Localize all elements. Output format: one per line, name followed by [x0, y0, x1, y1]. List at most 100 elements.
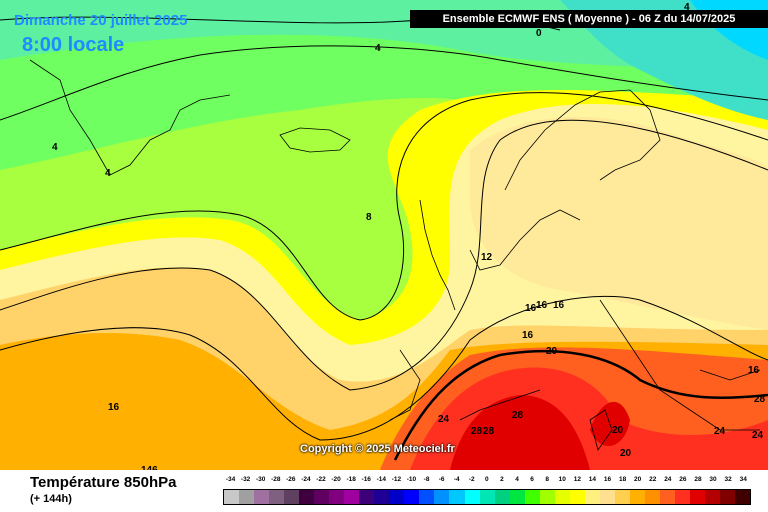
scale-tick-label: 24: [664, 476, 672, 483]
scale-tick-label: 32: [724, 476, 732, 483]
color-field-dark-red: [450, 395, 590, 470]
scale-color-swatch: [614, 490, 630, 504]
scale-color-swatch: [464, 490, 480, 504]
scale-color-swatch: [569, 490, 585, 504]
scale-color-swatch: [434, 490, 450, 504]
temperature-map: [0, 0, 768, 470]
isotherm-label: 28: [471, 426, 483, 437]
isotherm-8: [0, 92, 768, 321]
scale-tick-label: -26: [286, 476, 296, 483]
scale-color-swatch: [599, 490, 615, 504]
scale-color-swatch: [659, 490, 675, 504]
scale-color-swatch: [374, 490, 390, 504]
scale-tick-label: 2: [500, 476, 504, 483]
scale-tick-label: -12: [391, 476, 402, 483]
scale-tick-label: 14: [588, 476, 597, 483]
isotherm-label: 20: [612, 425, 624, 436]
scale-color-swatch: [509, 490, 525, 504]
scale-color-bar: [223, 489, 751, 505]
scale-tick-label: -24: [301, 476, 311, 483]
scale-tick-label: 8: [545, 476, 549, 483]
scale-color-swatch: [344, 490, 360, 504]
scale-tick-label: 30: [709, 476, 717, 483]
isotherm-label: 16: [748, 365, 760, 376]
scale-color-swatch: [329, 490, 345, 504]
scale-tick-label: -30: [255, 476, 266, 483]
isotherm-4: [0, 45, 768, 121]
color-field-cream: [470, 116, 768, 330]
scale-color-swatch: [269, 490, 285, 504]
isotherm-20: [393, 349, 768, 461]
scale-color-swatch: [720, 490, 736, 504]
isotherm-16: [0, 295, 768, 441]
isotherm-label: 28: [483, 426, 495, 437]
isotherm-label: 4: [684, 2, 690, 13]
isotherm-label: 0: [536, 28, 542, 39]
isotherm-label: 24: [438, 414, 450, 425]
scale-color-swatch: [629, 490, 645, 504]
isotherm-label: 24: [714, 426, 726, 437]
isotherm-label: 8: [366, 212, 372, 223]
scale-color-swatch: [389, 490, 405, 504]
scale-color-swatch: [539, 490, 555, 504]
scale-color-swatch: [705, 490, 721, 504]
lead-time: (+ 144h): [30, 493, 72, 505]
scale-tick-label: -8: [423, 476, 430, 483]
scale-tick-label: -34: [225, 476, 236, 483]
scale-tick-label: 0: [485, 476, 489, 483]
scale-tick-label: 34: [739, 476, 747, 483]
coastlines: [29, 59, 761, 451]
isotherm-label: 20: [620, 448, 632, 459]
scale-tick-label: 10: [558, 476, 566, 483]
scale-color-swatch: [689, 490, 705, 504]
isotherm-label: 16: [525, 303, 537, 314]
scale-tick-label: 6: [530, 476, 534, 483]
copyright-notice: Copyright © 2025 Meteociel.fr: [300, 443, 455, 455]
scale-color-swatch: [554, 490, 570, 504]
isotherm-12: [0, 119, 768, 391]
isotherm-label: 28: [754, 394, 766, 405]
temperature-color-scale: -34 -32 -30 -28 -26 -24 -22 -20 -18 -16 -14 -12 -10-…: [223, 476, 751, 510]
scale-tick-label: 22: [649, 476, 657, 483]
isotherm-label: 4: [105, 168, 111, 179]
scale-tick-label: -2: [468, 476, 475, 483]
scale-color-swatch: [419, 490, 435, 504]
color-field-northeast-cold: [560, 0, 768, 120]
scale-color-swatch: [359, 490, 375, 504]
scale-tick-label: 26: [679, 476, 687, 483]
scale-color-swatch: [644, 490, 660, 504]
scale-tick-label: 12: [573, 476, 581, 483]
scale-color-swatch: [494, 490, 510, 504]
scale-tick-label: -32: [240, 476, 251, 483]
scale-color-swatch: [404, 490, 420, 504]
scale-tick-label: -22: [316, 476, 326, 483]
scale-color-swatch: [674, 490, 690, 504]
isotherm-label: 4: [375, 43, 381, 54]
isotherm-label: 16: [553, 300, 565, 311]
scale-color-swatch: [314, 490, 330, 504]
scale-tick-label: -28: [271, 476, 281, 483]
scale-tick-label: 20: [634, 476, 642, 483]
scale-tick-label: -16: [361, 476, 371, 483]
scale-tick-label: -20: [331, 476, 341, 483]
isotherm-label: 24: [752, 430, 764, 441]
scale-tick-label: 28: [694, 476, 702, 483]
isotherm-label: 16: [536, 300, 548, 311]
isotherm-label: 16: [108, 402, 120, 413]
scale-color-swatch: [584, 490, 600, 504]
scale-color-swatch: [254, 490, 270, 504]
scale-color-swatch: [479, 490, 495, 504]
scale-color-swatch: [524, 490, 540, 504]
scale-color-swatch: [224, 490, 240, 504]
model-run-banner: Ensemble ECMWF ENS ( Moyenne ) - 06 Z du…: [410, 10, 768, 28]
scale-tick-label: -14: [376, 476, 387, 483]
scale-tick-label: -6: [438, 476, 445, 483]
forecast-date: Dimanche 20 juillet 2025: [14, 12, 188, 29]
parameter-title: Température 850hPa: [30, 474, 177, 491]
scale-tick-label: 18: [618, 476, 627, 483]
scale-tick-label: -10: [406, 476, 417, 483]
scale-tick-labels: -34 -32 -30 -28 -26 -24 -22 -20 -18 -16 -14 -12 -10-…: [223, 476, 751, 488]
forecast-time: 8:00 locale: [22, 34, 125, 56]
scale-tick-label: -18: [346, 476, 356, 483]
